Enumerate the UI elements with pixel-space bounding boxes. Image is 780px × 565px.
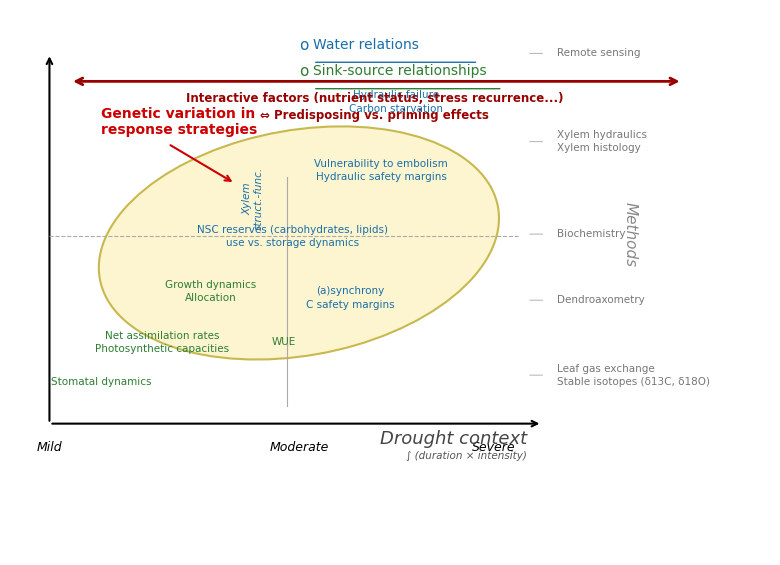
Text: ∫ (duration × intensity): ∫ (duration × intensity) <box>406 451 527 461</box>
Text: Stomatal dynamics: Stomatal dynamics <box>51 377 151 387</box>
Text: Genetic variation in
response strategies: Genetic variation in response strategies <box>101 107 257 137</box>
Text: Xylem
struct.-func.: Xylem struct.-func. <box>243 167 264 231</box>
Text: Biochemistry: Biochemistry <box>558 229 626 239</box>
Text: Xylem hydraulics
Xylem histology: Xylem hydraulics Xylem histology <box>558 130 647 153</box>
Text: Interactive factors (nutrient status, stress recurrence...): Interactive factors (nutrient status, st… <box>186 92 563 106</box>
Text: Mild: Mild <box>37 441 62 454</box>
Text: Severe: Severe <box>472 441 516 454</box>
Text: NSC reserves (carbohydrates, lipids)
use vs. storage dynamics: NSC reserves (carbohydrates, lipids) use… <box>197 225 388 248</box>
Text: Remote sensing: Remote sensing <box>558 49 641 58</box>
Text: Moderate: Moderate <box>269 441 328 454</box>
Text: o: o <box>299 38 308 53</box>
Ellipse shape <box>99 127 499 359</box>
Text: ⇔ Predisposing vs. priming effects: ⇔ Predisposing vs. priming effects <box>260 109 489 123</box>
Text: Net assimilation rates
Photosynthetic capacities: Net assimilation rates Photosynthetic ca… <box>95 331 229 354</box>
Text: Growth dynamics
Allocation: Growth dynamics Allocation <box>165 280 257 303</box>
Text: Hydraulic failure
Carbon starvation: Hydraulic failure Carbon starvation <box>349 90 443 114</box>
Text: Water relations: Water relations <box>313 38 419 52</box>
Text: Methods: Methods <box>623 202 638 267</box>
Text: Dendroaxometry: Dendroaxometry <box>558 295 645 305</box>
Text: Vulnerability to embolism
Hydraulic safety margins: Vulnerability to embolism Hydraulic safe… <box>314 159 448 182</box>
Text: (a)synchrony
C safety margins: (a)synchrony C safety margins <box>307 286 395 310</box>
Text: WUE: WUE <box>271 337 296 347</box>
Text: Sink-source relationships: Sink-source relationships <box>313 64 487 79</box>
Text: o: o <box>299 64 308 80</box>
Text: Drought context: Drought context <box>380 430 527 448</box>
Text: Leaf gas exchange
Stable isotopes (δ13C, δ18O): Leaf gas exchange Stable isotopes (δ13C,… <box>558 363 711 387</box>
